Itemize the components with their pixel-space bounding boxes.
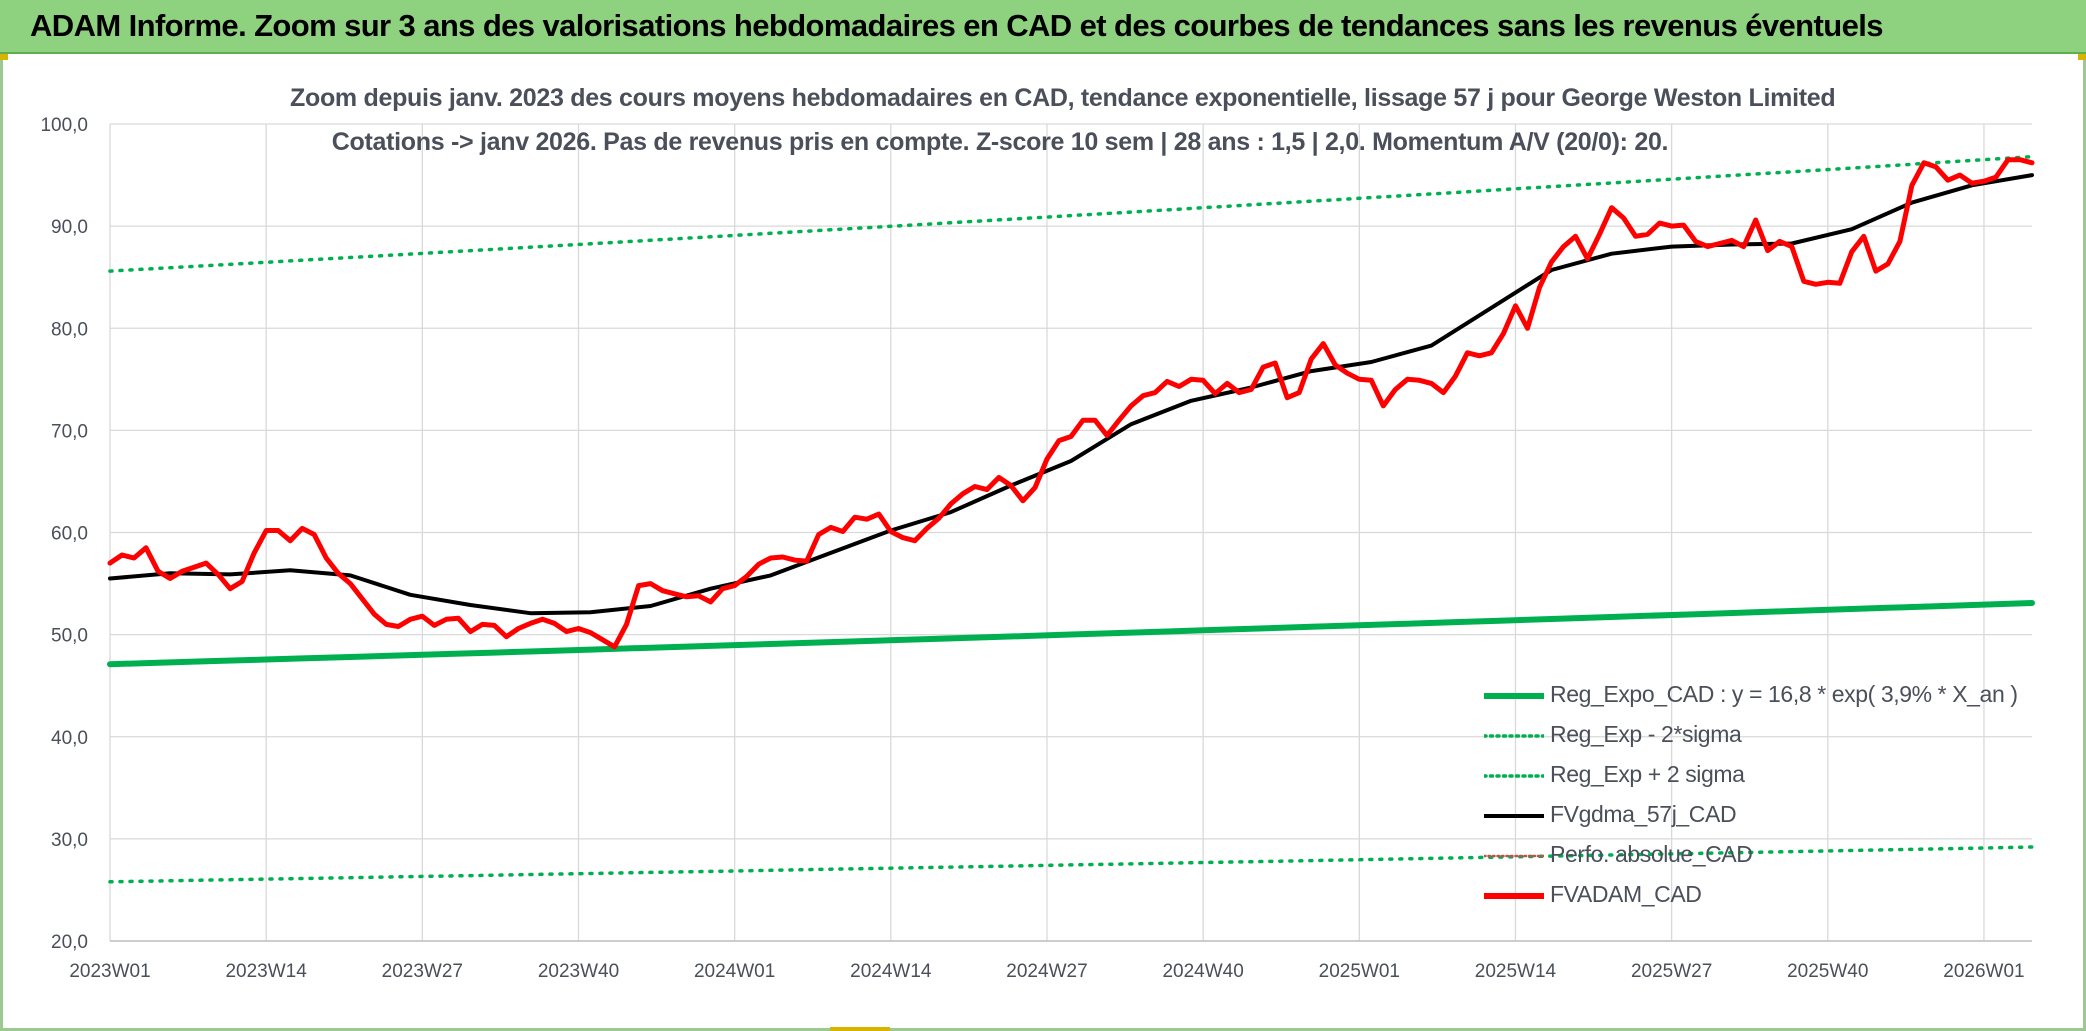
series-plus-sigma <box>108 154 2034 273</box>
x-tick-label: 2024W40 <box>1162 961 1243 982</box>
frame-corner-handle-tl <box>0 54 8 60</box>
x-tick-label: 2025W14 <box>1475 961 1557 982</box>
legend-swatch-minus-sigma <box>1484 734 1544 738</box>
legend-swatch-fvadam <box>1484 893 1544 899</box>
x-tick-label: 2024W27 <box>1006 961 1087 982</box>
y-tick-label: 90,0 <box>51 217 88 238</box>
legend-item-fvgdma: FVgdma_57j_CAD <box>1484 796 2044 836</box>
series-layer <box>107 154 2035 884</box>
frame-bottom-edge <box>0 1028 2086 1031</box>
report-title: ADAM Informe. Zoom sur 3 ans des valoris… <box>30 8 1883 43</box>
y-tick-label: 30,0 <box>51 830 88 851</box>
legend-label-fvadam: FVADAM_CAD <box>1550 881 1702 907</box>
chart-legend: Reg_Expo_CAD : y = 16,8 * exp( 3,9% * X_… <box>1484 676 2044 916</box>
tick-layer: 20,0 30,0 40,0 50,0 60,0 70,0 80,0 90,0 100,0 202… <box>40 115 2024 982</box>
chart-title: Zoom depuis janv. 2023 des cours moyens … <box>290 84 1836 112</box>
series-reg-expo <box>107 600 2035 668</box>
y-tick-label: 70,0 <box>51 421 88 442</box>
legend-item-fvadam: FVADAM_CAD <box>1484 876 2044 916</box>
x-tick-label: 2023W01 <box>69 961 150 982</box>
legend-label-perfo: Perfo. absolue_CAD <box>1550 841 1753 867</box>
legend-item-plus-sigma: Reg_Exp + 2 sigma <box>1484 756 2044 796</box>
legend-swatch-reg-expo <box>1484 693 1544 699</box>
x-tick-label: 2026W01 <box>1943 961 2024 982</box>
series-minus-sigma <box>108 845 2034 884</box>
legend-swatch-plus-sigma <box>1484 774 1544 778</box>
legend-item-perfo: Perfo. absolue_CAD <box>1484 836 2044 876</box>
x-tick-label: 2025W40 <box>1787 961 1868 982</box>
y-tick-label: 100,0 <box>40 115 88 136</box>
legend-item-reg-expo: Reg_Expo_CAD : y = 16,8 * exp( 3,9% * X_… <box>1484 676 2044 716</box>
y-tick-label: 40,0 <box>51 728 88 749</box>
x-tick-label: 2025W27 <box>1631 961 1712 982</box>
x-tick-label: 2024W01 <box>694 961 775 982</box>
frame-corner-handle-tr <box>2078 54 2086 60</box>
legend-label-plus-sigma: Reg_Exp + 2 sigma <box>1550 761 1745 787</box>
chart-subtitle: Cotations -> janv 2026. Pas de revenus p… <box>331 128 1669 156</box>
x-tick-label: 2023W27 <box>382 961 463 982</box>
frame-left-edge <box>0 54 3 1031</box>
series-fvadam <box>107 157 2035 650</box>
legend-label-minus-sigma: Reg_Exp - 2*sigma <box>1550 721 1742 747</box>
legend-label-reg-expo: Reg_Expo_CAD : y = 16,8 * exp( 3,9% * X_… <box>1550 681 2018 707</box>
y-tick-label: 50,0 <box>51 626 88 647</box>
legend-item-minus-sigma: Reg_Exp - 2*sigma <box>1484 716 2044 756</box>
legend-label-fvgdma: FVgdma_57j_CAD <box>1550 801 1737 827</box>
frame-corner-handle-bottom <box>830 1027 890 1031</box>
x-tick-label: 2024W14 <box>850 961 932 982</box>
y-tick-label: 80,0 <box>51 319 88 340</box>
frame-right-edge <box>2083 54 2086 1031</box>
legend-swatch-perfo <box>1484 854 1544 858</box>
x-tick-label: 2025W01 <box>1319 961 1400 982</box>
x-tick-label: 2023W14 <box>225 961 307 982</box>
y-tick-label: 60,0 <box>51 524 88 545</box>
report-banner: ADAM Informe. Zoom sur 3 ans des valoris… <box>0 0 2086 54</box>
legend-swatch-fvgdma <box>1484 814 1544 818</box>
x-tick-label: 2023W40 <box>538 961 619 982</box>
y-tick-label: 20,0 <box>51 932 88 953</box>
